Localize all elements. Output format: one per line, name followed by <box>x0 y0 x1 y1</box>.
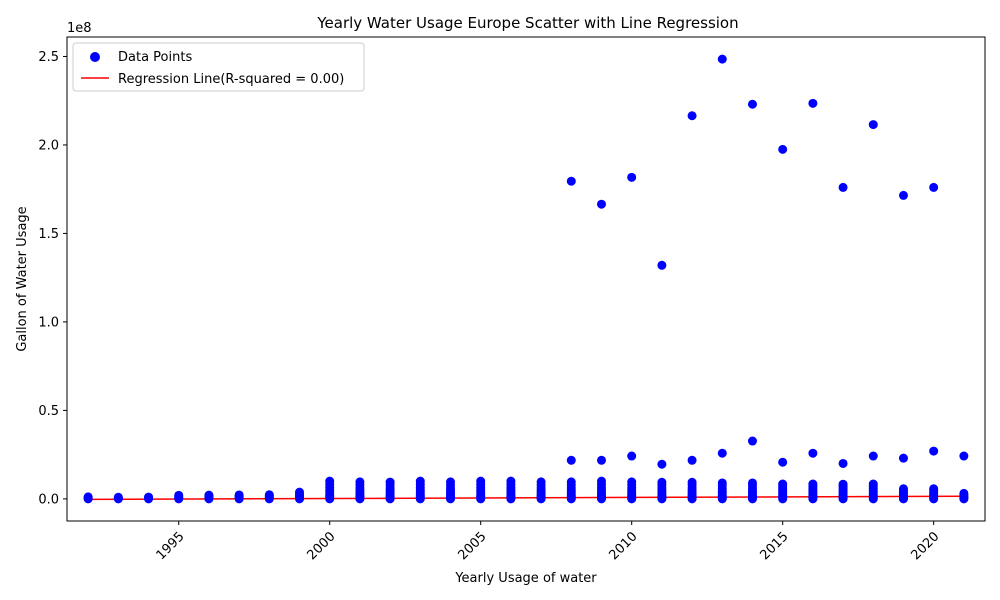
data-point <box>415 476 425 486</box>
data-point <box>838 479 848 489</box>
data-point <box>778 479 788 489</box>
data-point <box>596 455 606 465</box>
data-point <box>385 477 395 487</box>
data-point <box>627 172 637 182</box>
y-tick-label: 2.0 <box>38 138 59 153</box>
data-point <box>506 476 516 486</box>
data-point <box>687 455 697 465</box>
data-point <box>959 451 969 461</box>
data-point <box>868 479 878 489</box>
data-point <box>446 477 456 487</box>
data-point <box>566 455 576 465</box>
data-point <box>808 448 818 458</box>
data-point <box>476 476 486 486</box>
legend-label-data-points: Data Points <box>118 50 192 65</box>
regression-line <box>88 495 964 501</box>
y-scale-label: 1e8 <box>67 21 92 36</box>
data-point <box>295 487 305 497</box>
plot-frame <box>66 36 986 522</box>
data-point <box>596 476 606 486</box>
data-point <box>717 478 727 488</box>
data-point <box>566 477 576 487</box>
data-point <box>325 476 335 486</box>
data-point <box>838 182 848 192</box>
data-point <box>113 492 123 502</box>
data-point <box>627 477 637 487</box>
data-point <box>808 479 818 489</box>
legend-box <box>72 42 365 92</box>
data-point <box>898 190 908 200</box>
points-layer <box>83 54 969 504</box>
data-point <box>355 477 365 487</box>
data-point <box>566 176 576 186</box>
data-point <box>657 459 667 469</box>
y-axis: 0.0 0.5 1.0 1.5 2.0 2.5 <box>38 50 67 507</box>
x-axis-title: Yearly Usage of water <box>454 571 597 586</box>
data-point <box>838 458 848 468</box>
data-point <box>808 98 818 108</box>
data-point <box>898 453 908 463</box>
data-point <box>868 120 878 130</box>
plot-area <box>66 36 986 522</box>
data-point <box>929 484 939 494</box>
data-point <box>657 477 667 487</box>
data-point <box>868 451 878 461</box>
data-point <box>536 477 546 487</box>
y-tick-label: 1.0 <box>38 315 59 330</box>
data-point <box>747 478 757 488</box>
data-point <box>657 260 667 270</box>
legend-marker-data-points <box>90 52 100 62</box>
data-point <box>778 457 788 467</box>
y-tick-label: 0.0 <box>38 492 59 507</box>
y-tick-label: 2.5 <box>38 50 59 65</box>
data-point <box>747 99 757 109</box>
y-tick-label: 0.5 <box>38 404 59 419</box>
y-axis-title: Gallon of Water Usage <box>15 206 30 351</box>
regression-layer <box>88 495 964 501</box>
data-point <box>687 477 697 487</box>
data-point <box>234 490 244 500</box>
legend-label-regression: Regression Line(R-squared = 0.00) <box>118 72 344 87</box>
data-point <box>174 490 184 500</box>
data-point <box>929 446 939 456</box>
data-point <box>959 488 969 498</box>
data-point <box>83 492 93 502</box>
data-point <box>717 54 727 64</box>
data-point <box>144 492 154 502</box>
data-point <box>929 182 939 192</box>
legend: Data Points Regression Line(R-squared = … <box>72 42 365 92</box>
data-point <box>778 144 788 154</box>
y-tick-label: 1.5 <box>38 227 59 242</box>
data-point <box>204 490 214 500</box>
data-point <box>264 490 274 500</box>
chart-title: Yearly Water Usage Europe Scatter with L… <box>316 14 738 32</box>
data-point <box>898 484 908 494</box>
data-point <box>627 451 637 461</box>
data-point <box>687 111 697 121</box>
data-point <box>717 448 727 458</box>
data-point <box>596 199 606 209</box>
data-point <box>747 436 757 446</box>
